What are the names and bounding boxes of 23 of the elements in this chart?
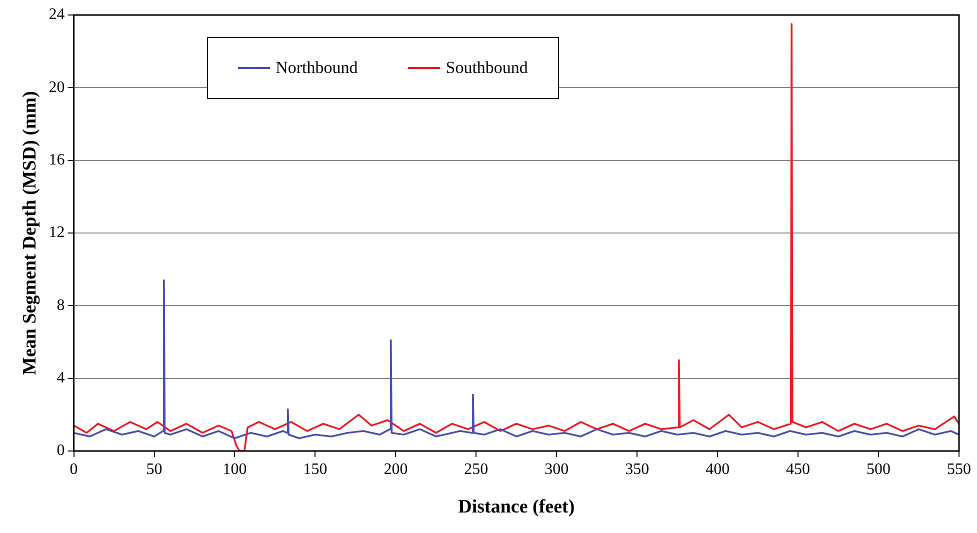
x-tick-label: 450 — [786, 460, 810, 478]
x-tick-label: 150 — [303, 460, 328, 478]
x-axis-title: Distance (feet) — [458, 496, 575, 518]
x-tick-label: 50 — [146, 460, 162, 478]
x-tick-label: 250 — [464, 460, 488, 478]
y-tick-label: 12 — [48, 224, 65, 242]
legend-label: Northbound — [276, 58, 358, 78]
x-tick-label: 100 — [222, 460, 247, 478]
y-tick-label: 20 — [48, 78, 65, 96]
x-tick-label: 200 — [384, 460, 408, 478]
x-tick-label: 500 — [866, 460, 891, 478]
x-tick-label: 550 — [947, 460, 971, 478]
x-tick-label: 400 — [706, 460, 730, 478]
y-tick-label: 8 — [56, 296, 65, 314]
y-tick-label: 0 — [56, 442, 65, 460]
y-axis-title: Mean Segment Depth (MSD) (mm) — [19, 91, 40, 375]
x-tick-label: 0 — [70, 460, 78, 478]
legend-label: Southbound — [446, 58, 528, 78]
y-tick-label: 16 — [48, 152, 65, 169]
x-tick-label: 350 — [625, 460, 650, 478]
x-tick-label: 300 — [544, 460, 569, 478]
y-tick-label: 4 — [56, 370, 65, 387]
y-tick-label: 24 — [48, 6, 65, 24]
